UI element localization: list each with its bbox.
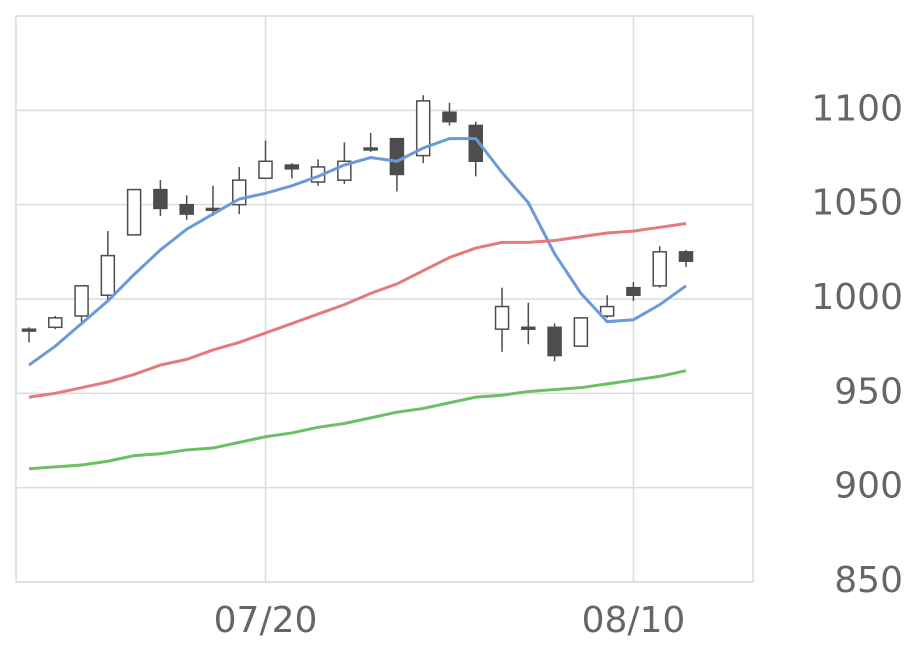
y-tick-label: 1000 (811, 277, 903, 318)
candle-body (258, 160, 273, 180)
candle-body (547, 326, 562, 357)
candle-body (599, 305, 615, 317)
y-tick-label: 1050 (811, 183, 903, 224)
y-tick-label: 850 (834, 560, 903, 601)
candle-body (521, 326, 536, 330)
candle-body (179, 203, 194, 215)
candle-body (652, 251, 667, 287)
candle-body (494, 305, 510, 330)
candle-body (442, 111, 457, 123)
candle-body (415, 100, 431, 157)
candle-body (468, 124, 484, 163)
y-tick-label: 950 (834, 371, 903, 412)
candle-body (363, 147, 378, 151)
moving-average-line (28, 222, 687, 399)
candle-body (678, 251, 694, 263)
moving-average-line (28, 369, 687, 471)
moving-average-line (28, 137, 687, 367)
candle-body (48, 317, 63, 329)
candle-body (573, 317, 589, 347)
x-tick-label: 08/10 (582, 600, 686, 641)
candle-body (100, 254, 116, 296)
candle-body (284, 164, 300, 170)
candle-body (626, 286, 641, 296)
candle-body (389, 137, 405, 176)
candle-body (126, 188, 142, 236)
y-tick-label: 900 (834, 466, 903, 507)
candle-body (21, 328, 37, 332)
candle-body (74, 285, 89, 317)
y-tick-label: 1100 (811, 88, 903, 129)
candle-body (153, 188, 168, 210)
x-tick-label: 07/20 (214, 600, 318, 641)
